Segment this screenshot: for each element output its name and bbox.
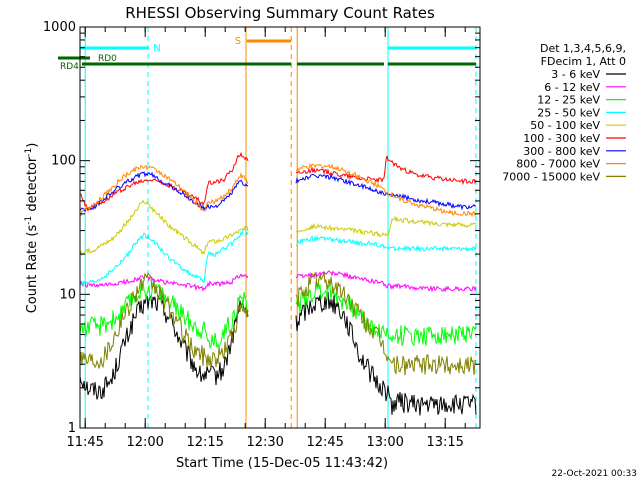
annotation-label-rd0: RD0 [98,54,117,64]
plot-frame [79,26,481,429]
legend: Det 1,3,4,5,6,9,FDecim 1, Att 03 - 6 keV… [502,42,626,183]
x-tick-label: 13:15 [426,435,463,450]
y-tick-label: 10 [59,287,76,302]
x-tick-label: 12:30 [246,435,283,450]
legend-entry-label: 800 - 7000 keV [516,158,600,171]
series-line-3-6-kev [79,291,477,416]
y-axis-label-mid: detector [25,156,40,216]
legend-entry-label: 12 - 25 keV [537,94,600,107]
x-tick-label: 12:15 [186,435,223,450]
y-axis-label-start: Count Rate (s [25,225,40,314]
x-axis-label: Start Time (15-Dec-05 11:43:42) [176,456,388,471]
x-tick-label: 11:45 [66,435,103,450]
y-tick-label: 1 [68,421,76,436]
y-axis-label: Count Rate (s-1 detector-1) [24,143,40,314]
series-line-6-12-kev [79,270,477,293]
series-line-7000-15000-kev [79,271,477,376]
series-line-25-50-kev [80,228,477,287]
series-line-100-300-kev [79,151,477,212]
series-line-50-100-kev [79,199,477,257]
legend-entry-label: 100 - 300 keV [523,132,600,145]
x-tick-label: 12:45 [306,435,343,450]
legend-entry-label: 25 - 50 keV [537,106,600,119]
footer-timestamp: 22-Oct-2021 00:33 [552,469,637,479]
chart-title: RHESSI Observing Summary Count Rates [125,4,435,22]
series-line-800-7000-kev [79,162,477,217]
y-tick-label: 100 [51,154,76,169]
annotation-label-n: N [153,43,160,54]
legend-entry-label: 3 - 6 keV [551,68,600,81]
x-tick-label: 12:00 [126,435,163,450]
axis-ticks: 11:45 12:00 12:15 12:30 12:45 13:00 13:15 1 10 10… [43,20,480,450]
legend-entry-label: 6 - 12 keV [544,81,600,94]
legend-entry-label: 300 - 800 keV [523,145,600,158]
y-tick-label: 1000 [43,20,76,35]
x-tick-label: 13:00 [366,435,403,450]
y-axis-label-sup1: -1 [24,216,34,225]
legend-entry-label: 50 - 100 keV [530,119,600,132]
series-layer [79,151,477,416]
annotation-label-s: S [235,36,241,47]
legend-header-line: FDecim 1, Att 0 [541,55,626,68]
annotation-label-rd4: RD4 [60,62,79,72]
y-axis-label-end: ) [25,143,40,148]
legend-header-line: Det 1,3,4,5,6,9, [540,42,626,55]
legend-entry-label: 7000 - 15000 keV [502,170,600,183]
y-axis-label-sup2: -1 [24,148,34,157]
